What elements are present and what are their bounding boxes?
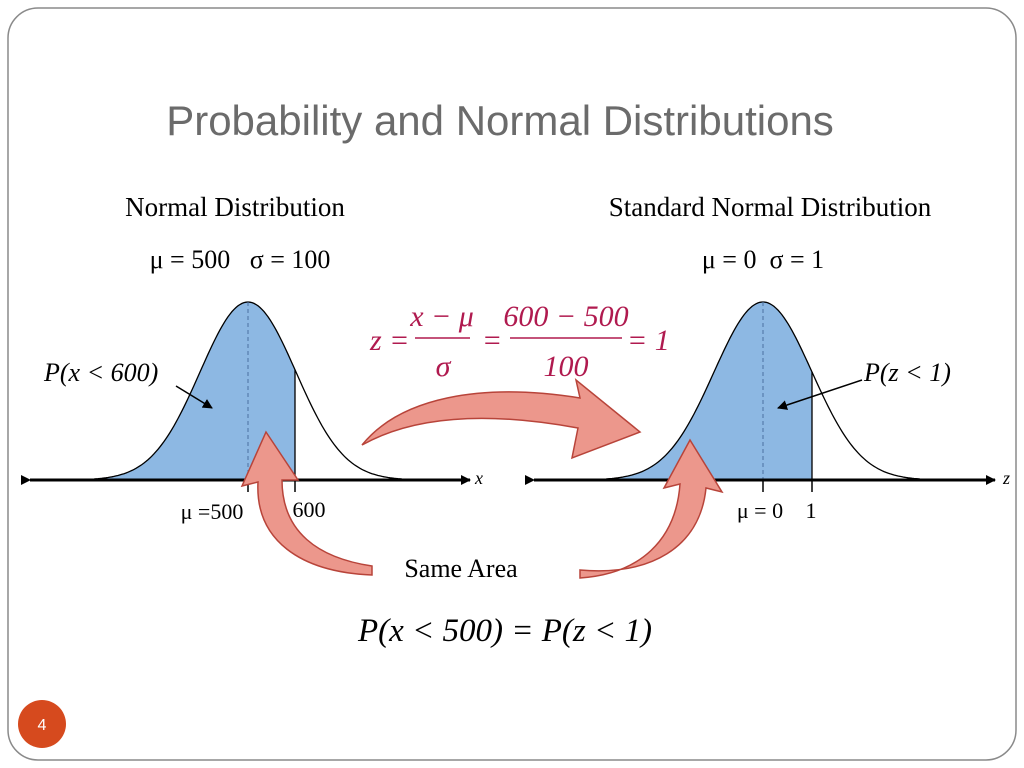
slide-title: Probability and Normal Distributions [166,97,834,144]
pointer [777,379,863,410]
right-probability: P(z < 1) [863,358,951,387]
formula-equals: = [482,324,502,357]
formula-numerator: x − μ [409,300,474,333]
right-heading: Standard Normal Distribution [609,192,932,222]
equation: P(x < 500) = P(z < 1) [357,613,652,649]
axis-label: z [1002,468,1010,488]
formula-denominator: σ [436,350,452,383]
value-label: 1 [806,498,817,523]
slide-frame [7,7,1017,761]
page-badge [18,700,66,748]
curved-arrow [579,438,724,579]
caption: Same Area [404,554,518,583]
mean-label: μ = 0 [737,498,783,523]
page-number: 4 [38,717,47,734]
left-heading: Normal Distribution [125,192,345,222]
formula-denominator: 100 [544,350,589,383]
right-params: μ = 0 σ = 1 [702,245,824,274]
arrows [240,378,724,579]
axis-label: x [474,468,483,488]
curved-arrow [240,430,373,576]
value-label: 600 [293,497,326,522]
formula-lhs: z = [369,324,409,357]
formula-result: = 1 [627,324,670,357]
left-probability: P(x < 600) [43,358,158,387]
shaded-area [548,302,812,480]
mean-label: μ =500 [181,499,244,524]
formula: z = x − μ σ = 600 − 500 100 = 1 [369,300,670,383]
left-params: μ = 500 σ = 100 [150,245,331,274]
pointer [175,385,213,409]
curved-arrow [361,378,642,460]
shaded-area [40,302,295,480]
formula-numerator: 600 − 500 [503,300,628,333]
